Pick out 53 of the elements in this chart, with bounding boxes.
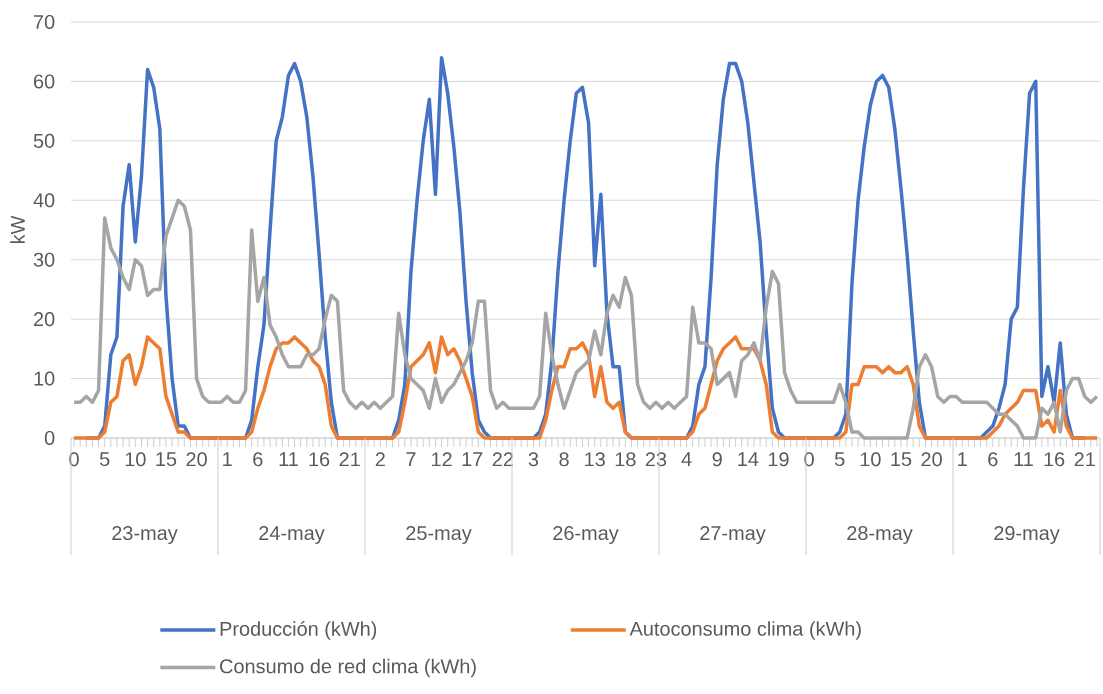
y-tick-label: 20 (34, 312, 55, 327)
x-tick-label: 0 (69, 452, 79, 467)
x-tick-label: 16 (309, 452, 330, 467)
x-tick-label: 8 (559, 452, 569, 467)
x-tick-label: 6 (253, 452, 263, 467)
x-tick-label: 21 (339, 452, 360, 467)
x-tick-label: 3 (528, 452, 539, 467)
x-tick-label: 10 (860, 452, 881, 467)
x-tick-label: 15 (891, 452, 912, 467)
x-tick-label: 6 (988, 452, 998, 467)
legend-label: Autoconsumo clima (kWh) (629, 621, 861, 640)
x-tick-label: 22 (492, 452, 513, 467)
x-tick-label: 5 (834, 452, 845, 467)
text: 29-may (994, 525, 1060, 545)
x-tick-label: 7 (406, 452, 416, 466)
x-tick-label: 5 (99, 452, 110, 467)
x-tick-label: 9 (712, 452, 722, 467)
y-tick-label: 50 (33, 133, 55, 148)
y-tick-label: 40 (33, 193, 55, 208)
x-tick-label: 1 (958, 452, 967, 466)
text: 27-may (700, 525, 766, 545)
x-tick-label: 23 (645, 452, 667, 467)
y-tick-label: 60 (34, 74, 55, 89)
y-tick-label: 10 (34, 371, 55, 386)
x-tick-label: 21 (1074, 452, 1095, 467)
x-tick-label: 13 (585, 452, 605, 467)
x-tick-label: 15 (156, 452, 177, 467)
x-tick-label: 11 (279, 452, 298, 466)
x-tick-label: 17 (462, 452, 483, 466)
x-tick-label: 1 (223, 452, 232, 466)
y-tick-label: 0 (44, 430, 55, 446)
y-tick-label: 70 (34, 14, 55, 30)
y-tick-label: 30 (33, 252, 55, 267)
x-tick-label: 10 (125, 452, 146, 467)
x-tick-label: 14 (738, 452, 759, 466)
x-tick-label: 4 (681, 452, 692, 466)
text: 28-may (847, 525, 913, 545)
legend-label: Consumo de red clima (kWh) (220, 658, 476, 678)
text: 24-may (259, 525, 325, 545)
x-tick-label: 11 (1014, 452, 1033, 466)
text: 25-may (406, 525, 472, 545)
x-tick-label: 19 (768, 452, 789, 467)
legend-label: Producción (kWh) (220, 621, 377, 640)
x-tick-label: 16 (1044, 452, 1065, 467)
y-axis-title: kW (10, 215, 25, 244)
x-tick-label: 0 (804, 452, 814, 467)
x-tick-label: 2 (375, 452, 385, 467)
x-tick-label: 20 (186, 452, 207, 467)
x-tick-label: 20 (921, 452, 942, 467)
text: 23-may (112, 525, 178, 545)
text: 26-may (553, 525, 619, 545)
x-tick-label: 12 (432, 452, 452, 467)
x-tick-label: 18 (615, 452, 636, 467)
